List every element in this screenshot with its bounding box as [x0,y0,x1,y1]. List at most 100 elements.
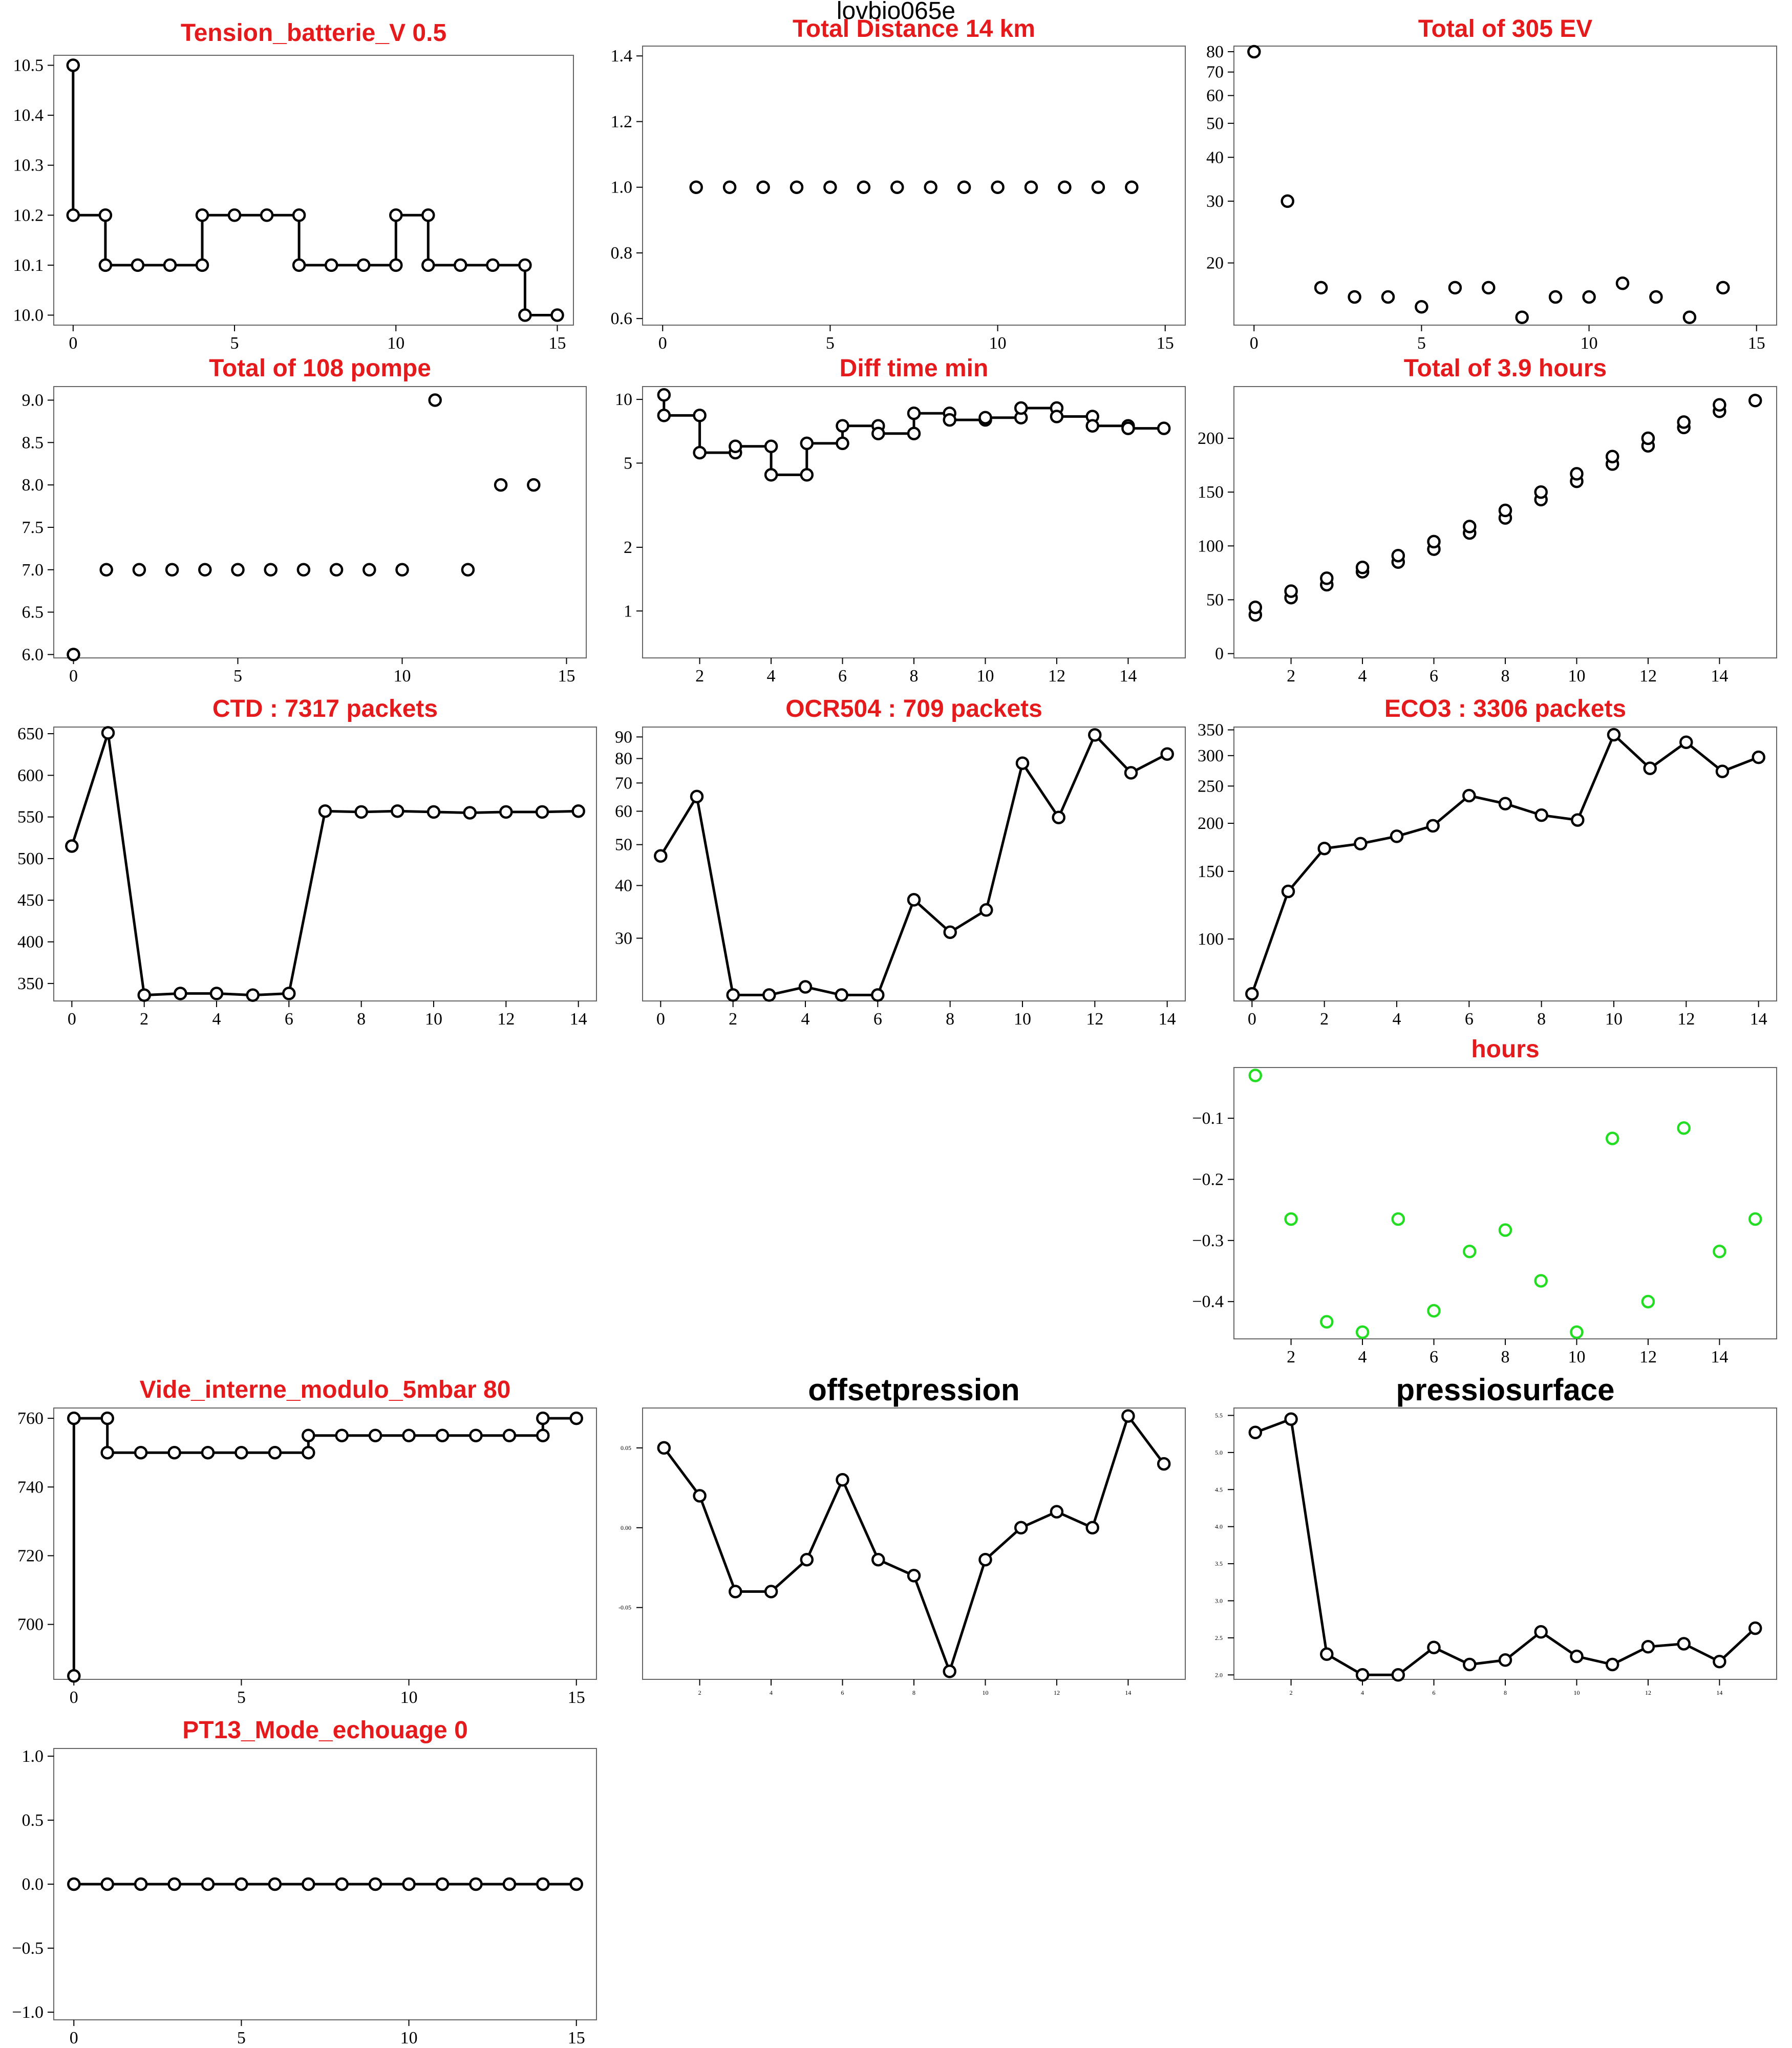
data-point [1050,410,1064,423]
data-point [1748,394,1762,408]
x-tick-label: 10 [976,667,994,686]
y-tick-label: 10.0 [13,306,44,325]
data-point [907,426,921,440]
chart-title: pressiosurface [1396,1373,1615,1407]
x-tick-label: 2 [1287,667,1295,686]
data-point [1534,1274,1548,1288]
y-tick-label: 60 [1206,87,1224,105]
data-point [693,445,707,460]
chart-pompe: Total of 108 pompe 0 5 10 15 6.0 6.5 7.0 7.5 8.0 8… [22,355,587,686]
plot-frame [642,46,1186,326]
x-tick-label: 8 [946,1010,954,1029]
chart-title: Total of 305 EV [1418,15,1593,42]
data-point [871,988,885,1002]
data-point [1482,281,1496,295]
data-point [1317,841,1331,856]
data-point [335,1877,349,1891]
data-point [66,58,80,72]
data-point [469,1428,483,1442]
data-point [1390,829,1404,843]
y-tick-label: 0.0 [22,1875,44,1894]
data-point [1615,276,1630,290]
y-tick-label: −0.3 [1192,1231,1224,1250]
x-tick-label: 6 [1433,1689,1436,1696]
x-tick-label: 6 [841,1689,844,1696]
series-line [72,65,558,316]
series-line [1254,1417,1756,1676]
data-point [1515,310,1529,324]
data-point [790,180,804,194]
plot-frame [53,55,574,326]
data-point [1121,1409,1135,1423]
data-point [536,1877,550,1891]
data-point [1713,398,1726,412]
y-tick-label: 700 [17,1615,44,1634]
y-tick-label: 80 [615,749,632,768]
y-tick-label: 0 [1215,645,1224,664]
x-tick-label: 6 [285,1010,293,1029]
y-tick-label: 5.5 [1215,1412,1223,1419]
y-tick-label: 10.3 [13,156,44,175]
y-tick-label: 0.05 [621,1444,631,1452]
data-point [518,308,532,322]
data-point [726,988,740,1002]
chart-ctd: CTD : 7317 packets 0 2 4 6 8 10 12 14 350 400 450 50… [17,695,597,1029]
x-tick-label: 14 [1159,1010,1176,1029]
x-tick-label: 8 [1501,667,1510,686]
data-point [527,478,541,492]
y-tick-label: 50 [1206,114,1224,133]
data-point [1391,1668,1405,1682]
y-tick-label: 2.0 [1215,1671,1223,1678]
y-tick-label: -0.05 [618,1604,631,1611]
x-tick-label: 0 [658,334,667,353]
data-point [1284,584,1298,598]
x-tick-label: 8 [1537,1010,1546,1029]
data-point [943,413,956,427]
data-point [836,419,849,433]
y-tick-label: 30 [1206,192,1224,211]
data-point [1582,290,1596,304]
data-point [657,409,671,422]
x-tick-label: 4 [801,1010,810,1029]
x-tick-label: 15 [1157,334,1174,353]
x-tick-label: 0 [70,2029,78,2047]
data-point [1015,756,1030,770]
data-point [924,180,937,194]
x-tick-label: 10 [989,334,1007,353]
x-tick-label: 0 [656,1010,665,1029]
data-point [494,478,508,492]
data-point [1463,520,1477,534]
data-point [871,1552,885,1567]
data-point [1281,194,1294,208]
x-tick-label: 0 [68,1010,76,1029]
data-point [800,468,814,482]
x-tick-label: 10 [387,334,404,353]
data-point [1355,1668,1370,1682]
plot-frame [53,386,587,658]
data-point [268,1445,282,1460]
x-tick-label: 4 [212,1010,221,1029]
y-tick-label: 400 [17,933,44,952]
data-point [535,805,549,819]
data-point [67,1877,81,1891]
chart-title: Diff time min [840,355,989,382]
data-point [1091,180,1105,194]
chart-title: Vide_interne_modulo_5mbar 80 [140,1376,511,1403]
data-point [1427,1640,1441,1654]
x-tick-label: 12 [1639,1348,1657,1367]
data-point [1320,571,1334,585]
y-tick-label: 2 [624,538,632,557]
y-tick-label: 550 [17,808,44,827]
data-point [234,1445,248,1460]
data-point [1391,548,1405,563]
x-tick-label: 6 [838,667,847,686]
x-tick-label: 8 [912,1689,915,1696]
data-point [264,563,278,577]
y-tick-label: −0.4 [1192,1292,1224,1311]
y-tick-label: 250 [1198,777,1224,796]
x-tick-label: 12 [1639,667,1657,686]
y-tick-label: 4.5 [1215,1486,1223,1493]
x-tick-label: 5 [1417,334,1426,353]
chart-hours_total: Total of 3.9 hours 2 4 6 8 10 12 14 0 50 100 150 200 [1198,355,1777,686]
chart-title: Tension_batterie_V 0.5 [181,19,446,47]
